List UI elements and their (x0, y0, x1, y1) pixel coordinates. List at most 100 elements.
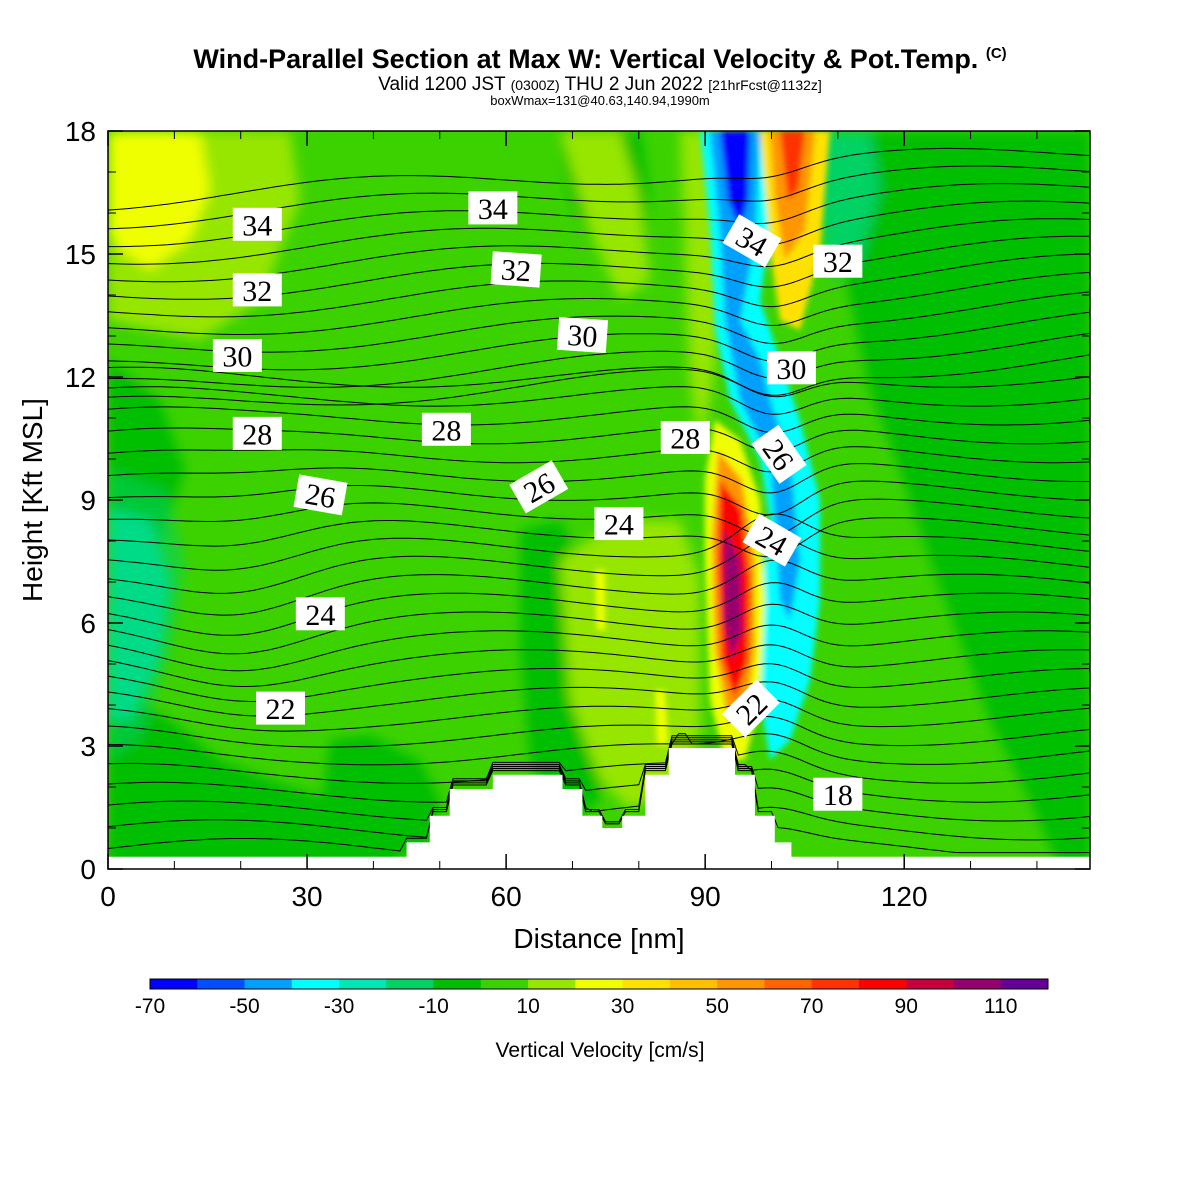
contour-label-text: 32 (500, 253, 532, 288)
colorbar: -70 -50 -30 -10 10 30 50 70 90 110 (135, 978, 1049, 1018)
contour-label-bg (212, 339, 262, 372)
colorbar-swatch (433, 979, 482, 989)
contour-label-bg (594, 507, 644, 541)
contour-label-bg (256, 691, 306, 725)
title-text: Wind-Parallel Section at Max W: Vertical… (193, 44, 979, 74)
colorbar-swatch (575, 979, 624, 989)
isentrope-line (108, 480, 1090, 516)
downdraft-band-core (710, 131, 800, 620)
isentrope-line (108, 603, 1090, 655)
isentrope-line (108, 644, 1090, 687)
y-tick-label: 6 (80, 608, 96, 639)
contour-label: 30 (766, 351, 816, 386)
isentrope-line (108, 735, 1090, 784)
colorbar-swatch (764, 979, 813, 989)
contour-label-bg (232, 416, 282, 450)
isentrope-line (108, 624, 1090, 672)
contour-label-text: 28 (242, 418, 272, 451)
y-tick-label: 15 (65, 239, 96, 270)
colorbar-swatch (528, 979, 576, 989)
colorbar-swatch (339, 979, 387, 989)
isentrope-line (108, 366, 1090, 398)
colorbar-tick-label: -10 (418, 995, 448, 1018)
y-tick-label: 12 (65, 362, 96, 393)
colorbar-tick-label: 30 (611, 995, 634, 1018)
contour-label-text: 28 (670, 423, 700, 456)
colorbar-swatch (669, 979, 718, 989)
contour-label: 28 (232, 416, 282, 451)
colorbar-swatch (1000, 979, 1049, 989)
contour-label-bg (421, 412, 471, 446)
contour-label-text: 18 (823, 779, 853, 812)
x-tick-label: 30 (291, 881, 322, 912)
isentrope-line (108, 332, 1090, 388)
contour-label-bg (556, 316, 609, 354)
isentrope-line (108, 513, 1090, 571)
contour-label: 18 (813, 777, 863, 812)
colorbar-tick-label: 90 (895, 995, 918, 1018)
contour-label-text: 32 (823, 246, 853, 279)
contour-label-bg (232, 273, 282, 307)
contour-label: 24 (295, 597, 345, 632)
contour-label-text: 34 (242, 209, 272, 242)
isentrope-line (108, 147, 1090, 211)
chart-subtitle: Valid 1200 JST (0300Z) THU 2 Jun 2022 [2… (0, 74, 1200, 96)
contour-label: 24 (594, 507, 644, 542)
y-tick-label: 3 (80, 731, 96, 762)
field-region-lime-upper (560, 131, 650, 300)
colorbar-frame (149, 978, 1049, 990)
colorbar-tick-label: 10 (516, 995, 539, 1018)
contour-label: 28 (421, 412, 471, 447)
y-axis: 0 3 6 9 12 15 18 (65, 116, 1090, 885)
isentrope-line (108, 559, 1090, 616)
contour-label: 28 (660, 421, 710, 456)
updraft-upper-core (780, 131, 805, 200)
x-axis-title: Distance [nm] (513, 923, 684, 954)
contour-label-text: 30 (776, 353, 806, 386)
colorbar-tick-label: 70 (800, 995, 823, 1018)
contour-label-text: 30 (566, 319, 598, 354)
isentrope-line (108, 291, 1090, 353)
isentrope-line (108, 715, 1090, 748)
x-axis: 0 30 60 90 120 (100, 131, 1038, 912)
downdraft-strongest (720, 131, 750, 230)
streak-yellow-a (595, 570, 605, 630)
x-tick-label: 0 (100, 881, 116, 912)
isentrope-line (108, 200, 1090, 265)
contour-label-bg (813, 777, 863, 811)
copyright-mark: (C) (985, 45, 1007, 62)
contour-label: 30 (212, 339, 262, 374)
contour-label-bg (721, 679, 780, 738)
valid-date: THU 2 Jun 2022 (564, 74, 703, 95)
utc-time: (0300Z) (510, 77, 560, 93)
contour-label-bg (232, 207, 282, 241)
colorbar-swatch (244, 979, 293, 989)
colorbar-swatch (622, 979, 671, 989)
contour-label-text: 28 (431, 414, 461, 447)
contour-label: 26 (293, 474, 348, 516)
contour-label-text: 32 (242, 275, 272, 308)
x-tick-label: 60 (491, 881, 522, 912)
isentrope-line (108, 733, 1090, 766)
colorbar-tick-label: -50 (229, 995, 259, 1018)
contour-label: 22 (256, 691, 306, 726)
isentrope-line (108, 536, 1090, 594)
colorbar-swatch (197, 979, 246, 989)
colorbar-tick-label: 110 (984, 995, 1017, 1018)
y-axis-title: Height [Kft MSL] (17, 398, 48, 602)
field-region-dark-right (830, 131, 1090, 869)
isentrope-line (108, 582, 1090, 636)
isentrope-line (108, 741, 1090, 841)
colorbar-swatch (717, 979, 765, 989)
colorbar-swatch (858, 979, 907, 989)
contour-label: 30 (556, 316, 609, 354)
contour-label-bg (295, 597, 345, 631)
isentrope-line (108, 737, 1090, 803)
isentrope-line (108, 743, 1090, 854)
field-region-yellow-upper-left (108, 131, 210, 270)
forecast-info: [21hrFcst@1132z] (708, 77, 822, 93)
colorbar-title: Vertical Velocity [cm/s] (496, 1039, 705, 1062)
contour-label-text: 22 (266, 693, 296, 726)
